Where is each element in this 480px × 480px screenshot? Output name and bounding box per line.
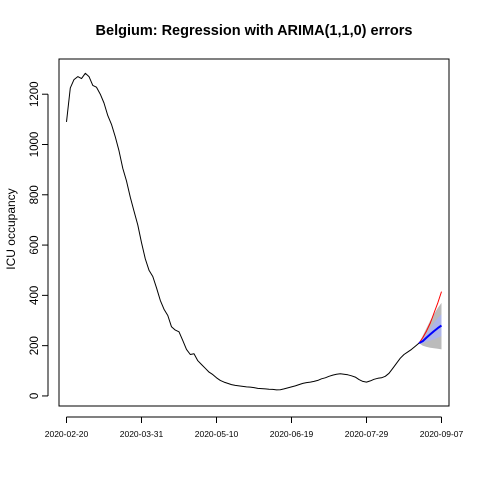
y-tick-label: 1000 — [29, 132, 41, 158]
plot-frame — [58, 58, 450, 407]
series-lines — [66, 72, 443, 391]
y-axis-label: ICU occupancy — [4, 188, 18, 269]
y-tick-label: 0 — [29, 393, 41, 399]
x-tick-label: 2020-05-10 — [195, 429, 239, 439]
chart-title: Belgium: Regression with ARIMA(1,1,0) er… — [96, 23, 413, 39]
y-tick-label: 200 — [29, 336, 41, 355]
x-axis: 2020-02-20 2020-03-31 2020-05-10 2020-06-19… — [45, 416, 464, 439]
y-tick-label: 800 — [29, 185, 41, 204]
forecast-red-line — [418, 291, 442, 344]
forecast-blue-line — [418, 324, 443, 344]
x-tick-label: 2020-06-19 — [270, 429, 314, 439]
observed-line — [66, 72, 420, 391]
y-axis: 0 200 400 600 800 1000 1200 — [29, 81, 49, 399]
y-tick-label: 400 — [29, 286, 41, 305]
x-tick-label: 2020-07-29 — [345, 429, 389, 439]
y-tick-label: 600 — [29, 235, 41, 254]
interval-band-2 — [419, 314, 442, 344]
x-tick-label: 2020-03-31 — [120, 429, 164, 439]
x-tick-label: 2020-09-07 — [420, 429, 464, 439]
x-tick-label: 2020-02-20 — [45, 429, 89, 439]
y-tick-label: 1200 — [29, 81, 41, 107]
prediction-intervals — [419, 302, 442, 350]
